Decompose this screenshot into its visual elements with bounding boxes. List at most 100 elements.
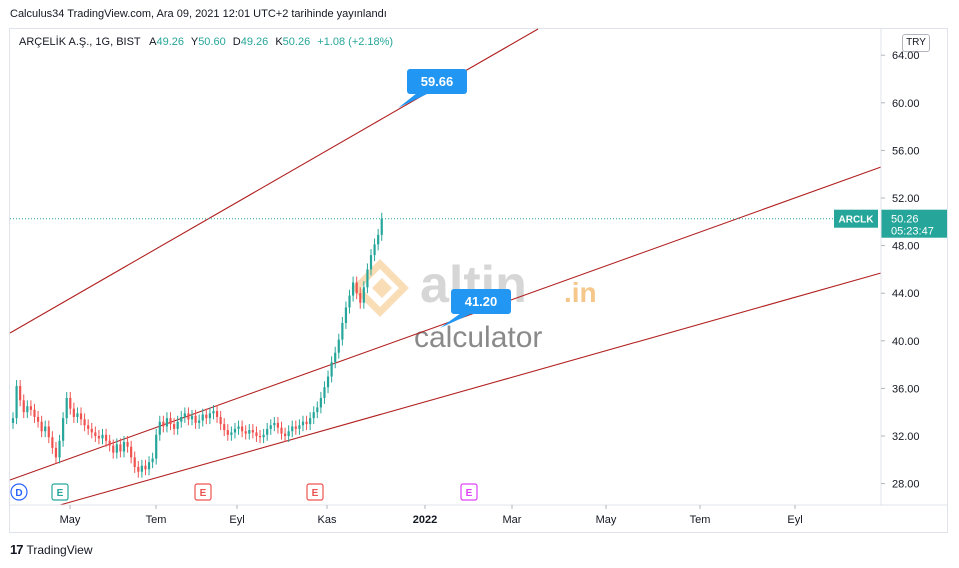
candle-body: [44, 426, 47, 432]
candle: [126, 436, 129, 453]
candle-body: [29, 406, 32, 410]
candle: [194, 409, 197, 429]
candle: [173, 418, 176, 435]
candle: [283, 427, 287, 442]
event-label: E: [312, 488, 319, 499]
event-label: E: [466, 488, 473, 499]
candle: [108, 434, 111, 452]
candle-body: [205, 414, 208, 419]
candle-body: [319, 397, 322, 408]
candle: [87, 419, 90, 435]
candle: [36, 411, 40, 428]
candle-body: [54, 447, 58, 458]
candle: [337, 333, 340, 359]
candle: [219, 411, 222, 431]
candle-body: [298, 425, 301, 429]
price-axis[interactable]: 28.00 32.00 36.00 40.00 44.00 48.00 52.00 56.00…: [880, 29, 920, 505]
candle: [40, 415, 43, 438]
candle-body: [126, 441, 129, 447]
candle: [187, 407, 190, 426]
candle-body: [215, 411, 219, 417]
x-tick-label: Tem: [690, 514, 711, 526]
publish-info: Calculus34 TradingView.com, Ara 09, 2021…: [10, 8, 387, 20]
x-tick-label: May: [596, 514, 617, 526]
candle-body: [377, 234, 380, 245]
candle-body: [219, 416, 222, 425]
candle-body: [258, 436, 262, 438]
candle: [237, 420, 240, 435]
candle: [29, 400, 32, 416]
candle: [215, 405, 219, 423]
close-key: K: [275, 36, 283, 48]
event-label: E: [200, 488, 207, 499]
candle: [11, 412, 15, 429]
candle-body: [176, 421, 179, 429]
y-tick-label: 64.00: [892, 50, 920, 62]
candle: [83, 413, 86, 432]
candle: [22, 394, 25, 419]
candle-body: [90, 428, 93, 433]
candle: [323, 381, 326, 404]
symbol-label[interactable]: ARÇELİK A.Ş., 1G, BIST: [19, 36, 141, 48]
event-circle: [10, 483, 28, 501]
symbol-tag-bg: [834, 209, 878, 228]
tradingview-logo[interactable]: 17 TradingView: [10, 542, 93, 557]
candle: [359, 287, 362, 309]
candle-body: [230, 432, 233, 435]
candle-body: [183, 413, 186, 417]
x-tick-label: Mar: [503, 514, 522, 526]
candle-body: [11, 418, 15, 423]
candle-body: [287, 431, 290, 436]
candle-body: [122, 441, 126, 452]
candle: [294, 420, 297, 435]
candle-body: [69, 397, 72, 409]
candle-body: [366, 269, 369, 288]
price-callout: 59.66: [398, 69, 467, 108]
candle-body: [348, 295, 351, 308]
candle: [280, 421, 283, 440]
candle: [316, 401, 319, 419]
candle-body: [133, 457, 136, 467]
candle: [165, 412, 169, 433]
candle: [180, 411, 183, 428]
candle: [312, 406, 315, 425]
event-box: [460, 483, 478, 501]
candle: [212, 405, 215, 420]
callout-pointer: [398, 93, 429, 108]
candle: [201, 408, 204, 427]
candle: [223, 418, 226, 436]
candle-body: [294, 426, 297, 429]
candle-body: [262, 434, 265, 438]
candle-body: [326, 376, 330, 388]
candle: [309, 412, 312, 431]
time-axis[interactable]: May Tem Eyl Kas 2022 Mar May Tem Eyl: [10, 504, 947, 526]
candle-body: [344, 307, 348, 323]
currency-button[interactable]: TRY: [902, 34, 930, 52]
candle: [190, 409, 194, 426]
candle-body: [276, 422, 280, 428]
candle-body: [241, 426, 244, 432]
x-tick-label: Eyl: [787, 514, 802, 526]
event-marker-earnings: E: [51, 483, 69, 501]
candle: [15, 380, 18, 425]
candle: [69, 391, 72, 415]
candle: [94, 426, 97, 442]
callout-label: 59.66: [421, 74, 454, 89]
y-tick-label: 48.00: [892, 241, 920, 253]
candle-body: [223, 424, 226, 431]
candle: [269, 419, 272, 435]
candle-body: [312, 412, 315, 419]
candle-body: [173, 424, 176, 429]
candle-body: [226, 430, 229, 435]
y-tick-label: 40.00: [892, 336, 920, 348]
candle-body: [130, 446, 133, 458]
y-tick-label: 56.00: [892, 145, 920, 157]
candle-body: [255, 432, 258, 436]
candle: [79, 407, 83, 426]
chart-frame[interactable]: [9, 28, 948, 533]
event-marker-earnings-upcoming: E: [460, 483, 478, 501]
y-tick-label: 36.00: [892, 383, 920, 395]
candle: [266, 422, 269, 441]
candle-body: [47, 426, 50, 438]
candle-body: [169, 418, 172, 425]
